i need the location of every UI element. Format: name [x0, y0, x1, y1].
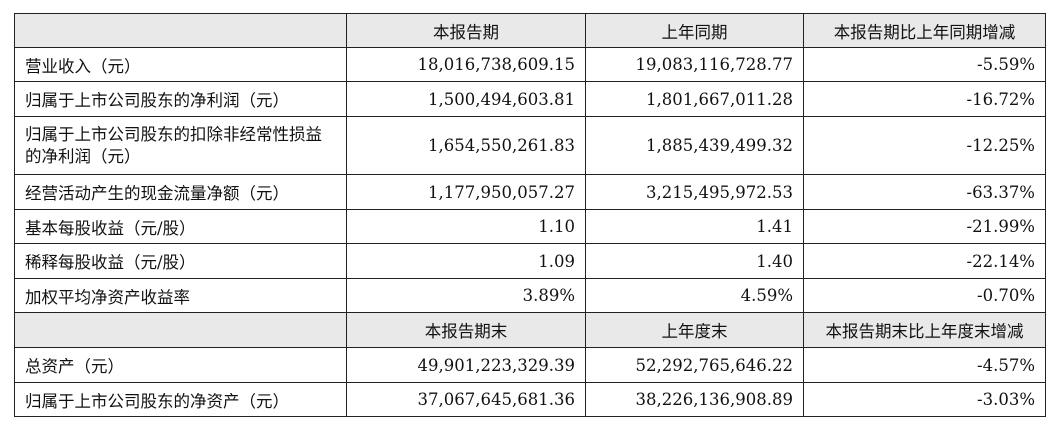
- row-label: 基本每股收益（元/股）: [14, 209, 347, 244]
- current-value: 18,016,738,609.15: [346, 47, 586, 82]
- current-value: 49,901,223,329.39: [346, 347, 586, 383]
- previous-value: 3,215,495,972.53: [585, 174, 804, 210]
- table-row: 归属于上市公司股东的净利润（元） 1,500,494,603.81 1,801,…: [14, 81, 1046, 117]
- current-value: 1,177,950,057.27: [346, 174, 586, 210]
- row-label: 归属于上市公司股东的扣除非经常性损益的净利润（元）: [14, 116, 347, 175]
- header-cell: [14, 13, 347, 48]
- table-row: 基本每股收益（元/股） 1.10 1.41 -21.99%: [14, 209, 1046, 244]
- row-label: 稀释每股收益（元/股）: [14, 243, 347, 279]
- table-row: 归属于上市公司股东的扣除非经常性损益的净利润（元） 1,654,550,261.…: [14, 116, 1046, 175]
- table-row: 营业收入（元） 18,016,738,609.15 19,083,116,728…: [14, 47, 1046, 82]
- change-value: -63.37%: [803, 174, 1046, 210]
- table-row: 经营活动产生的现金流量净额（元） 1,177,950,057.27 3,215,…: [14, 174, 1046, 210]
- previous-value: 19,083,116,728.77: [585, 47, 804, 82]
- table-row: 稀释每股收益（元/股） 1.09 1.40 -22.14%: [14, 243, 1046, 279]
- header-cell: 本报告期: [346, 13, 586, 48]
- header-cell: 本报告期末比上年度末增减: [803, 312, 1046, 348]
- change-value: -3.03%: [803, 382, 1046, 417]
- current-value: 1.10: [346, 209, 586, 244]
- previous-value: 4.59%: [585, 278, 804, 313]
- table-row: 加权平均净资产收益率 3.89% 4.59% -0.70%: [14, 278, 1046, 313]
- previous-value: 1,801,667,011.28: [585, 81, 804, 117]
- change-value: -4.57%: [803, 347, 1046, 383]
- header-cell: 本报告期末: [346, 312, 586, 348]
- change-value: -12.25%: [803, 116, 1046, 175]
- table-row: 归属于上市公司股东的净资产（元） 37,067,645,681.36 38,22…: [14, 382, 1046, 417]
- change-value: -22.14%: [803, 243, 1046, 279]
- financial-summary-table: 本报告期 上年同期 本报告期比上年同期增减 营业收入（元） 18,016,738…: [14, 13, 1046, 417]
- previous-value: 1,885,439,499.32: [585, 116, 804, 175]
- header-cell: [14, 312, 347, 348]
- current-value: 1.09: [346, 243, 586, 279]
- header-cell: 本报告期比上年同期增减: [803, 13, 1046, 48]
- header-cell: 上年同期: [585, 13, 804, 48]
- change-value: -21.99%: [803, 209, 1046, 244]
- header-cell: 上年度末: [585, 312, 804, 348]
- previous-value: 1.41: [585, 209, 804, 244]
- table-row: 总资产（元） 49,901,223,329.39 52,292,765,646.…: [14, 347, 1046, 383]
- row-label: 归属于上市公司股东的净利润（元）: [14, 81, 347, 117]
- current-value: 1,500,494,603.81: [346, 81, 586, 117]
- current-value: 1,654,550,261.83: [346, 116, 586, 175]
- row-label: 总资产（元）: [14, 347, 347, 383]
- header-row-period-end: 本报告期末 上年度末 本报告期末比上年度末增减: [14, 312, 1046, 348]
- row-label: 营业收入（元）: [14, 47, 347, 82]
- previous-value: 1.40: [585, 243, 804, 279]
- row-label: 加权平均净资产收益率: [14, 278, 347, 313]
- previous-value: 38,226,136,908.89: [585, 382, 804, 417]
- header-row-period: 本报告期 上年同期 本报告期比上年同期增减: [14, 13, 1046, 48]
- previous-value: 52,292,765,646.22: [585, 347, 804, 383]
- current-value: 37,067,645,681.36: [346, 382, 586, 417]
- change-value: -5.59%: [803, 47, 1046, 82]
- current-value: 3.89%: [346, 278, 586, 313]
- change-value: -16.72%: [803, 81, 1046, 117]
- row-label: 归属于上市公司股东的净资产（元）: [14, 382, 347, 417]
- change-value: -0.70%: [803, 278, 1046, 313]
- row-label: 经营活动产生的现金流量净额（元）: [14, 174, 347, 210]
